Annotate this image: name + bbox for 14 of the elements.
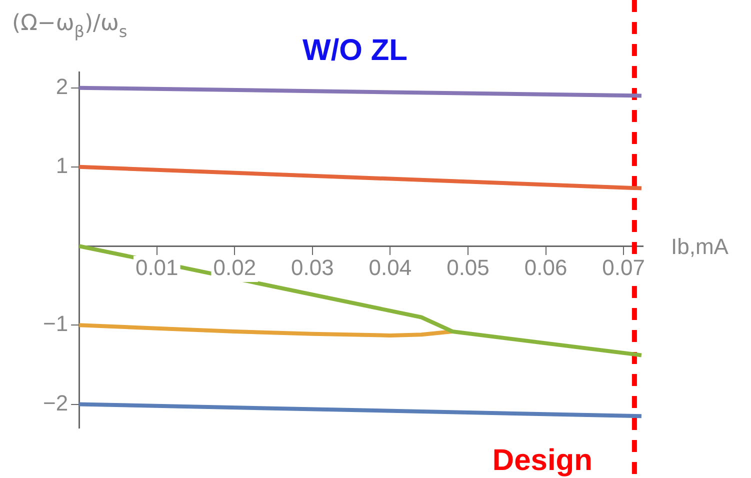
x-tick-label: 0.05 xyxy=(446,255,490,280)
x-tick-label: 0.06 xyxy=(524,255,568,280)
y-tick-label: 1 xyxy=(56,152,68,178)
x-tick-label: 0.01 xyxy=(135,255,178,280)
ref-line-label: Design xyxy=(492,444,592,477)
x-tick-label: 0.02 xyxy=(213,255,256,280)
y-tick-label: 2 xyxy=(56,74,68,99)
y-tick-label: −2 xyxy=(42,390,68,416)
x-tick-label: 0.07 xyxy=(602,255,645,280)
y-tick-label: −1 xyxy=(42,311,68,336)
x-tick-label: 0.03 xyxy=(291,255,334,280)
x-tick-label: 0.04 xyxy=(368,255,412,280)
x-axis-title: Ib,mA xyxy=(671,234,729,260)
chart-title: W/O ZL xyxy=(302,34,408,67)
